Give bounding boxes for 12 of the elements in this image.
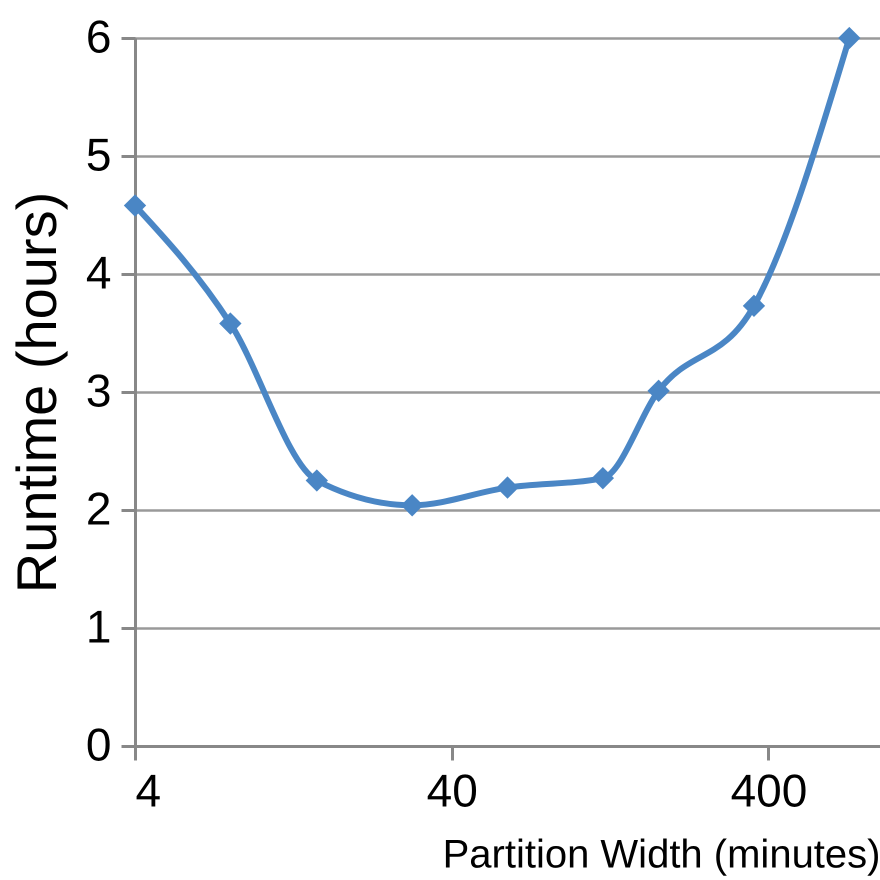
y-tick-label: 1 <box>86 600 112 652</box>
y-tick-label: 3 <box>86 364 112 416</box>
y-tick-label: 2 <box>86 482 112 534</box>
x-tick-label: 4 <box>136 764 162 816</box>
y-axis-title: Runtime (hours) <box>4 192 68 594</box>
y-tick-label: 0 <box>86 718 112 770</box>
x-axis-title: Partition Width (minutes) <box>442 832 880 876</box>
y-tick-label: 5 <box>86 128 112 180</box>
x-tick-label: 40 <box>426 764 478 816</box>
y-tick-label: 6 <box>86 10 112 62</box>
x-tick-label: 400 <box>730 764 808 816</box>
y-tick-label: 4 <box>86 246 112 298</box>
